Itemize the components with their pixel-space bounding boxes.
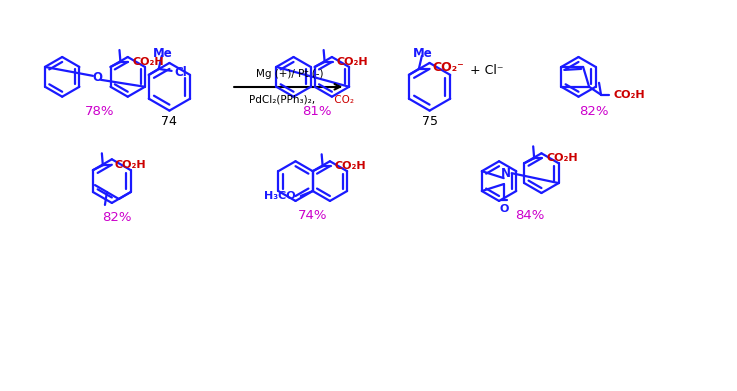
Text: 82%: 82%: [579, 105, 608, 118]
Text: 84%: 84%: [515, 209, 545, 222]
Text: CO₂: CO₂: [331, 95, 354, 105]
Text: 82%: 82%: [102, 212, 131, 224]
Text: H₃CO: H₃CO: [264, 191, 296, 201]
Text: PdCl₂(PPh₃)₂,: PdCl₂(PPh₃)₂,: [248, 95, 315, 105]
Text: O: O: [499, 204, 509, 214]
Text: CO₂H: CO₂H: [115, 160, 147, 170]
Text: CO₂H: CO₂H: [546, 153, 578, 163]
Text: + Cl⁻: + Cl⁻: [469, 65, 503, 77]
Text: Mg (+)/ Pt (-): Mg (+)/ Pt (-): [256, 69, 324, 79]
Text: CO₂H: CO₂H: [335, 161, 366, 171]
Text: Me: Me: [413, 47, 433, 59]
Text: 78%: 78%: [85, 105, 115, 118]
Text: O: O: [92, 71, 102, 84]
Text: 81%: 81%: [303, 105, 332, 118]
Text: CO₂H: CO₂H: [133, 57, 164, 67]
Text: 74: 74: [161, 115, 178, 128]
Text: 75: 75: [422, 115, 438, 128]
Text: CO₂⁻: CO₂⁻: [433, 61, 464, 74]
Text: Cl: Cl: [174, 66, 187, 79]
Text: CO₂H: CO₂H: [337, 57, 368, 67]
Text: N: N: [500, 167, 511, 179]
Text: Me: Me: [153, 47, 172, 59]
Text: 74%: 74%: [298, 209, 327, 222]
Text: CO₂H: CO₂H: [613, 90, 645, 100]
